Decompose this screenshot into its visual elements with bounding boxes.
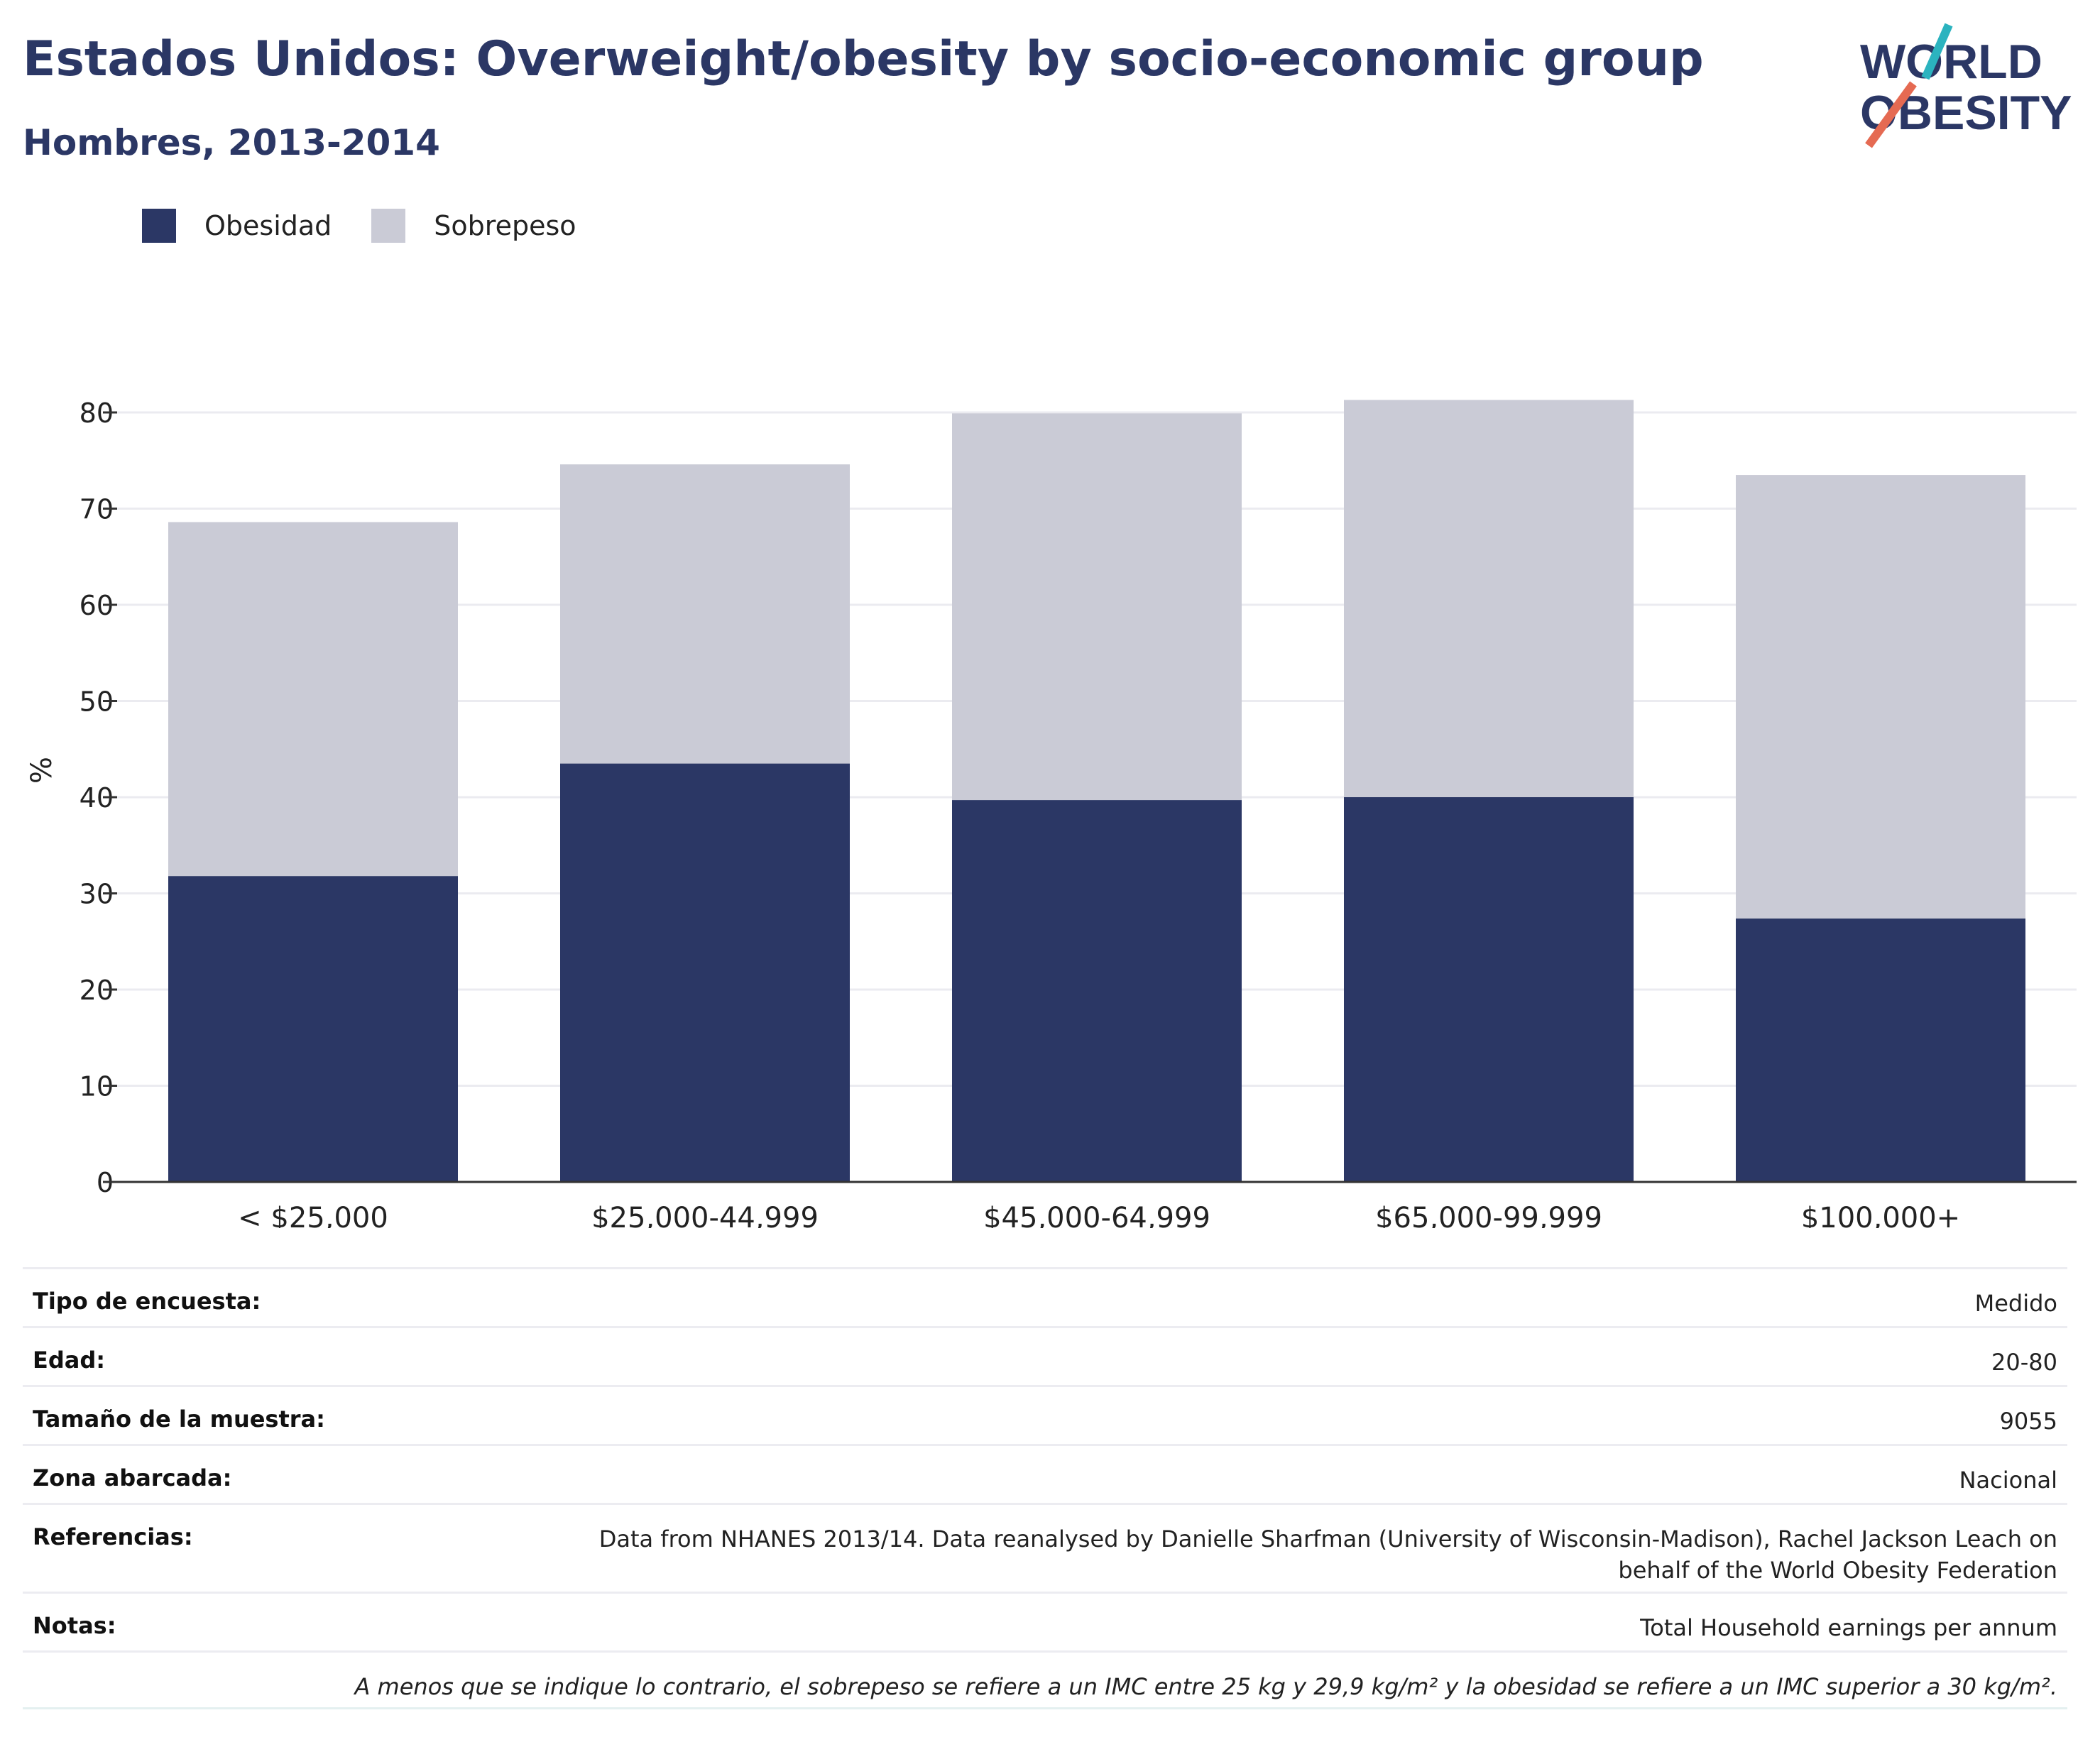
info-row-zona: Zona abarcada: Nacional (23, 1444, 2067, 1503)
x-tick-label: < $25,000 (238, 1202, 388, 1228)
x-tick-label: $65,000-99,999 (1375, 1202, 1602, 1228)
bar-obesidad (1736, 918, 2025, 1182)
world-obesity-logo: WORLD OBESITY (1860, 23, 2072, 148)
bar-sobrepeso (1736, 475, 2025, 919)
logo-slash-red (1865, 81, 1917, 148)
info-row-notas: Notas: Total Household earnings per annu… (23, 1592, 2067, 1650)
info-row-referencias: Referencias: Data from NHANES 2013/14. D… (23, 1503, 2067, 1592)
bar-sobrepeso (952, 413, 1242, 801)
logo-text-world: WORLD (1860, 35, 2042, 89)
x-tick-label: $25,000-44,999 (591, 1202, 819, 1228)
x-tick-label: $45,000-64,999 (983, 1202, 1210, 1228)
legend-label-sobrepeso: Sobrepeso (434, 210, 576, 241)
survey-info-table: Tipo de encuesta: Medido Edad: 20-80 Tam… (23, 1267, 2067, 1709)
info-key-referencias: Referencias: (33, 1523, 193, 1550)
logo-slash-teal (1921, 23, 1953, 80)
y-axis-label: % (26, 757, 58, 784)
info-key-muestra: Tamaño de la muestra: (33, 1406, 325, 1433)
info-key-edad: Edad: (33, 1347, 106, 1374)
footnote-text: A menos que se indique lo contrario, el … (354, 1673, 2057, 1700)
info-row-edad: Edad: 20-80 (23, 1326, 2067, 1385)
info-value-muestra: 9055 (1999, 1408, 2057, 1435)
info-value-zona: Nacional (1959, 1467, 2057, 1494)
info-value-tipo: Medido (1974, 1290, 2057, 1317)
x-tick-label: $100,000+ (1801, 1202, 1960, 1228)
info-row-muestra: Tamaño de la muestra: 9055 (23, 1385, 2067, 1444)
bar-obesidad (560, 763, 850, 1182)
info-value-notas: Total Household earnings per annum (1640, 1614, 2057, 1641)
info-key-tipo: Tipo de encuesta: (33, 1288, 261, 1315)
chart-subtitle: Hombres, 2013-2014 (23, 122, 440, 163)
legend-swatch-sobrepeso (371, 209, 406, 243)
bar-obesidad (168, 876, 458, 1182)
bar-sobrepeso (168, 522, 458, 877)
info-value-referencias: Data from NHANES 2013/14. Data reanalyse… (598, 1526, 2057, 1584)
bar-sobrepeso (1344, 400, 1634, 797)
chart-title: Estados Unidos: Overweight/obesity by so… (23, 31, 1704, 87)
info-row-footnote: A menos que se indique lo contrario, el … (23, 1650, 2067, 1709)
legend-label-obesidad: Obesidad (204, 210, 332, 241)
info-key-notas: Notas: (33, 1612, 116, 1639)
info-value-edad: 20-80 (1991, 1349, 2057, 1376)
legend-swatch-obesidad (142, 209, 176, 243)
legend-item-sobrepeso: Sobrepeso (371, 209, 576, 243)
bar-sobrepeso (560, 464, 850, 764)
info-row-tipo: Tipo de encuesta: Medido (23, 1267, 2067, 1326)
bar-obesidad (952, 800, 1242, 1182)
legend-item-obesidad: Obesidad (142, 209, 332, 243)
info-key-zona: Zona abarcada: (33, 1464, 232, 1491)
bar-obesidad (1344, 797, 1634, 1182)
chart-legend: Obesidad Sobrepeso (142, 209, 616, 243)
